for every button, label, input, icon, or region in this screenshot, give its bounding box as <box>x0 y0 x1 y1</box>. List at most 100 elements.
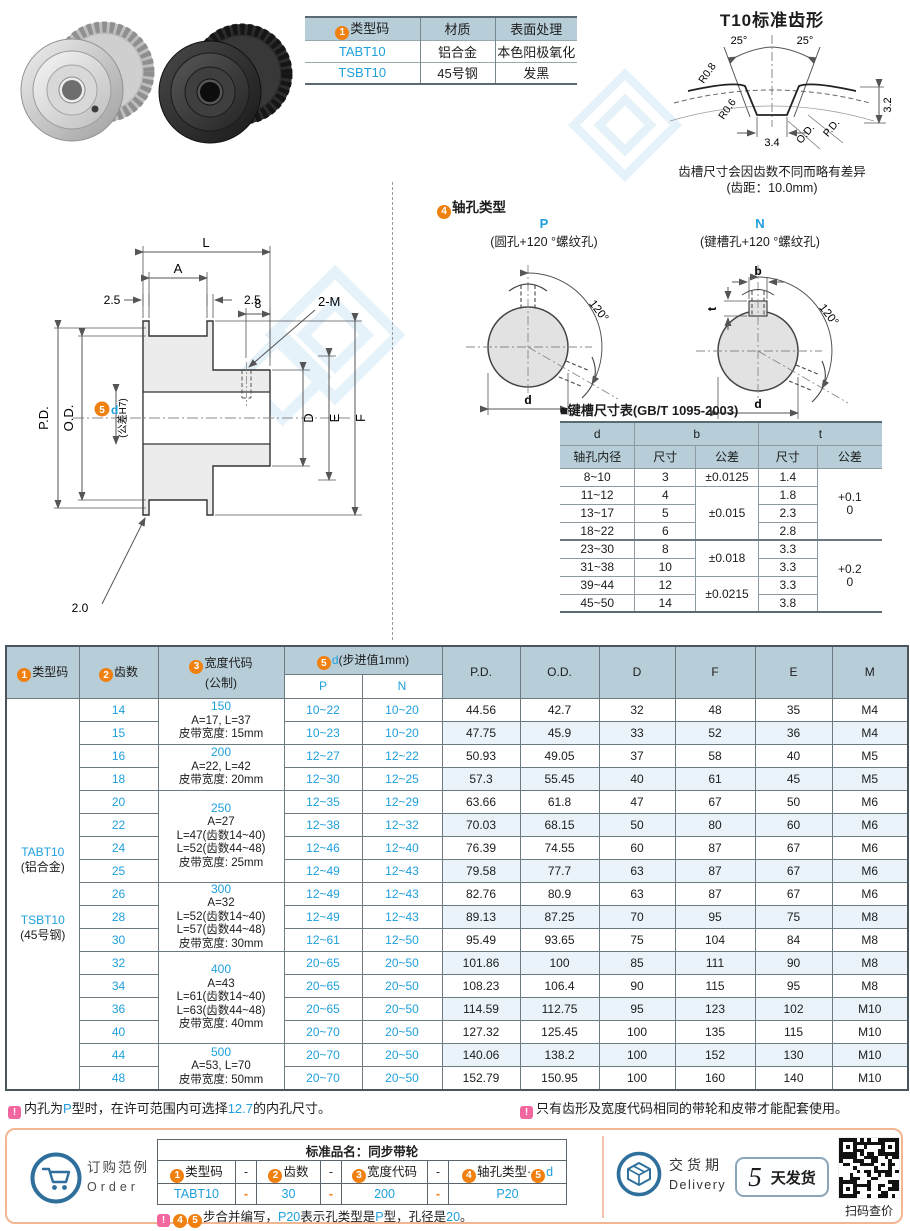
d-cell: 60 <box>598 835 676 860</box>
delivery-label: 交货期 Delivery <box>669 1157 727 1192</box>
header-bore-d: 5 d(步进值1mm) <box>283 645 443 675</box>
d-cell: 63 <box>598 858 676 883</box>
header-bore-n: N <box>361 673 443 699</box>
bore-range-n-cell: 10~20 <box>361 697 443 722</box>
pd-cell: 89.13 <box>441 904 521 929</box>
step-badge: 1 <box>17 668 32 682</box>
note-icon: ! <box>157 1214 170 1227</box>
svg-text:25°: 25° <box>731 35 748 47</box>
pulley-row: 48 20~70 20~50 152.79 150.95 100 160 140 M10 <box>6 1066 909 1090</box>
e-cell: 60 <box>754 812 833 837</box>
shaft-hole-section-title: 4 轴孔类型 <box>437 196 506 219</box>
keyway-row: 23~30 8 ±0.018 3.3 +0.2 0 <box>560 539 882 613</box>
svg-text:F: F <box>353 414 368 422</box>
type-code-cell: TABT10 (铝合金) TSBT10 (45号钢) <box>5 697 80 1090</box>
svg-text:D: D <box>301 413 316 422</box>
teeth-count-cell: 36 <box>78 997 159 1021</box>
bore-range-n-cell: 20~50 <box>361 1043 443 1067</box>
bore-range-n-cell: 12~29 <box>361 789 443 814</box>
f-cell: 152 <box>674 1043 756 1067</box>
material: 铝合金 <box>419 39 496 62</box>
pulley-row: 20 250 A=27 L=47(齿数14~40) L=52(齿数44~48) 皮带宽度:… <box>6 789 909 883</box>
pulley-row: 44 500 A=53, L=70 皮带宽度: 50mm 20~70 20~50 140.0… <box>6 1043 909 1090</box>
od-cell: 49.05 <box>519 743 600 768</box>
order-note: ! 4 5 步合并编写，P20表示孔类型是P型，孔径是20。 <box>157 1206 473 1228</box>
d-cell: 70 <box>598 904 676 929</box>
pulley-row: 25 12~49 12~43 79.58 77.7 63 87 67 M6 <box>6 858 909 883</box>
m-cell: M8 <box>831 951 909 975</box>
keyway-row: 11~12 4 ±0.015 1.8 <box>560 485 882 541</box>
d-cell: 90 <box>598 974 676 998</box>
spec-header-finish: 表面处理 <box>494 16 577 40</box>
f-cell: 115 <box>674 974 756 998</box>
type-code: TSBT10 <box>305 61 421 84</box>
svg-text:25°: 25° <box>797 35 814 47</box>
product-photo-steel <box>158 23 293 144</box>
e-cell: 130 <box>754 1043 833 1067</box>
f-cell: 95 <box>674 904 756 929</box>
teeth-count-cell: 14 <box>78 697 159 722</box>
pulley-row: 15 10~23 10~20 47.75 45.9 33 52 36 M4 <box>6 720 909 745</box>
svg-text:120°: 120° <box>816 302 840 328</box>
pd-cell: 95.49 <box>441 927 521 953</box>
bore-range-p-cell: 20~70 <box>283 1066 363 1090</box>
f-cell: 160 <box>674 1066 756 1090</box>
e-cell: 140 <box>754 1066 833 1090</box>
bore-range-n-cell: 12~25 <box>361 766 443 791</box>
step-badge: 2 <box>98 668 113 682</box>
keyway-row: 31~38 10 3.3 <box>560 557 882 577</box>
e-cell: 67 <box>754 881 833 906</box>
finish: 本色阳极氧化 <box>494 39 577 62</box>
od-cell: 45.9 <box>519 720 600 745</box>
teeth-count-cell: 40 <box>78 1020 159 1044</box>
step-badge: 5 <box>316 656 331 670</box>
e-cell: 95 <box>754 974 833 998</box>
header-f: F <box>674 645 756 699</box>
header-width-code: 3 宽度代码 (公制) <box>157 645 285 699</box>
svg-text:3.4: 3.4 <box>764 137 779 149</box>
bore-range-p-cell: 12~27 <box>283 743 363 768</box>
svg-text:A: A <box>174 261 183 276</box>
shaft-hole-type-n: N (键槽孔+120 °螺纹孔) b t 120° d <box>652 216 868 428</box>
bore-range-p-cell: 12~49 <box>283 904 363 929</box>
svg-text:E: E <box>327 413 342 422</box>
f-cell: 61 <box>674 766 756 791</box>
pulley-section-diagram: L A 2.5 2.5 8 2-M P.D. O.D. 5 d (公差H7) D… <box>36 235 368 615</box>
m-cell: M8 <box>831 927 909 953</box>
header-pd: P.D. <box>441 645 521 699</box>
od-cell: 68.15 <box>519 812 600 837</box>
teeth-count-cell: 20 <box>78 789 159 814</box>
shaft-hole-type-p: P (圆孔+120 °螺纹孔) 120° d <box>446 216 642 428</box>
m-cell: M6 <box>831 835 909 860</box>
keyway-col-b: b <box>634 421 759 446</box>
qr-section: 扫码查价 <box>837 1137 901 1219</box>
e-cell: 40 <box>754 743 833 768</box>
shipping-days: 5 <box>748 1161 762 1192</box>
bore-range-n-cell: 20~50 <box>361 1020 443 1044</box>
spec-row: TSBT10 45号钢 发黑 <box>305 61 577 84</box>
keyway-section: ■键槽尺寸表(GB/T 1095-2003) d b t 轴孔内径 尺寸 公差 … <box>560 400 890 613</box>
d-cell: 37 <box>598 743 676 768</box>
teeth-count-cell: 26 <box>78 881 159 906</box>
pulley-row: 16 200 A=22, L=42 皮带宽度: 20mm 12~27 12~22 50.93… <box>6 743 909 791</box>
e-cell: 84 <box>754 927 833 953</box>
f-cell: 48 <box>674 697 756 722</box>
shaft-n-desc: (键槽孔+120 °螺纹孔) <box>700 235 820 249</box>
svg-text:(公差H7): (公差H7) <box>116 398 129 437</box>
bore-range-n-cell: 12~43 <box>361 858 443 883</box>
svg-text:O.D.: O.D. <box>61 405 76 432</box>
bore-range-n-cell: 20~50 <box>361 997 443 1021</box>
d-cell: 32 <box>598 697 676 722</box>
m-cell: M6 <box>831 881 909 906</box>
d-cell: 47 <box>598 789 676 814</box>
bore-range-n-cell: 10~20 <box>361 720 443 745</box>
header-bore-p: P <box>283 673 363 699</box>
pulley-row: 36 20~65 20~50 114.59 112.75 95 123 102 M10 <box>6 997 909 1021</box>
order-example-table: 标准品名：同步带轮 1 类型码 - 2 齿数 - 3 宽度代码 - 4 轴孔类型· 5 d … <box>157 1139 567 1205</box>
e-cell: 50 <box>754 789 833 814</box>
step-badge: 2 <box>268 1168 283 1183</box>
m-cell: M5 <box>831 766 909 791</box>
teeth-count-cell: 48 <box>78 1066 159 1090</box>
spec-header-type: 1 类型码 <box>305 16 421 40</box>
